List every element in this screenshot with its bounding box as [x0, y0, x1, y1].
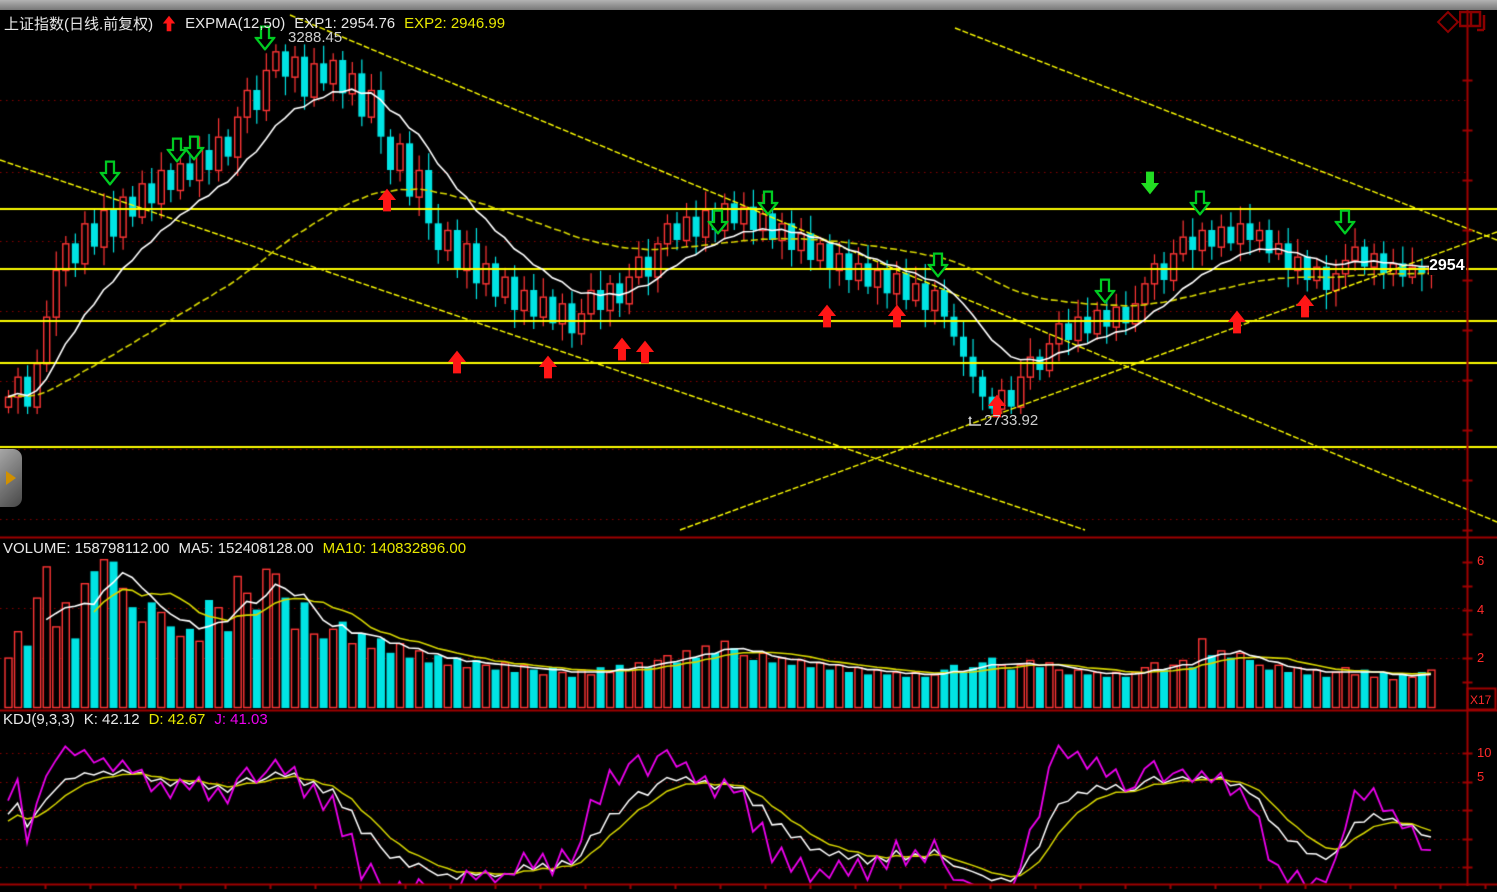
buy-arrow-icon [987, 394, 1008, 419]
low-price-label: 2733.92 [984, 412, 1039, 429]
kdj-j-value: J: 41.03 [214, 711, 268, 728]
kdj-pane-header: KDJ(9,3,3) K: 42.12 D: 42.67 J: 41.03 [3, 711, 268, 728]
collapsed-panel-toggle[interactable] [0, 449, 22, 507]
buy-arrow-icon [635, 340, 656, 365]
main-chart-header: 上证指数(日线.前复权) EXPMA(12,50) EXP1: 2954.76 … [4, 13, 505, 34]
buy-arrow-icon [1295, 294, 1316, 319]
low-pointer-icon [968, 415, 982, 433]
kdj-d-value: D: 42.67 [148, 711, 206, 728]
sell-arrow-icon [1188, 190, 1212, 217]
exp2-value: EXP2: 2946.99 [404, 15, 506, 32]
buy-arrow-icon [1227, 310, 1248, 335]
volume-axis-tick-label: 4 [1477, 602, 1485, 617]
kdj-axis-tick-label: 5 [1477, 769, 1485, 784]
volume-ma10-value: MA10: 140832896.00 [322, 540, 467, 557]
volume-ma5-value: MA5: 152408128.00 [178, 540, 314, 557]
volume-value: VOLUME: 158798112.00 [3, 540, 170, 557]
sell-arrow-icon [98, 160, 122, 187]
sell-arrow-icon [253, 25, 277, 52]
kdj-title: KDJ(9,3,3) [3, 711, 75, 728]
high-price-label: 3288.45 [288, 29, 343, 46]
volume-axis-tick-label: 2 [1477, 650, 1485, 665]
volume-axis-tick-label: 6 [1477, 553, 1485, 568]
sell-arrow-icon [182, 135, 206, 162]
window-titlebar[interactable] [0, 0, 1497, 10]
buy-arrow-icon [447, 350, 468, 375]
sell-arrow-icon [706, 209, 730, 236]
indicator-name: EXPMA(12,50) [185, 15, 286, 32]
volume-scale-label: X17 [1470, 693, 1492, 707]
sell-arrow-icon [756, 190, 780, 217]
buy-arrow-icon [612, 337, 633, 362]
sell-arrow-icon [1093, 278, 1117, 305]
kdj-axis-tick-label: 10 [1477, 745, 1492, 760]
buy-arrow-icon [538, 355, 559, 380]
symbol-title: 上证指数(日线.前复权) [4, 16, 154, 33]
expma-up-arrow-icon [162, 15, 176, 32]
exp1-value: EXP1: 2954.76 [294, 15, 396, 32]
buy-arrow-icon [887, 304, 908, 329]
sell-arrow-icon [926, 252, 950, 279]
sell-arrow-icon [1333, 209, 1357, 236]
buy-arrow-icon [377, 188, 398, 213]
volume-pane-header: VOLUME: 158798112.00 MA5: 152408128.00 M… [3, 540, 466, 557]
buy-arrow-icon [817, 304, 838, 329]
window-layout-icon[interactable] [1458, 9, 1489, 38]
last-price-label: 2954 [1429, 256, 1466, 275]
sell-arrow-solid-icon [1140, 171, 1161, 196]
panel-expand-arrow-icon [6, 471, 16, 485]
kdj-k-value: K: 42.12 [83, 711, 140, 728]
